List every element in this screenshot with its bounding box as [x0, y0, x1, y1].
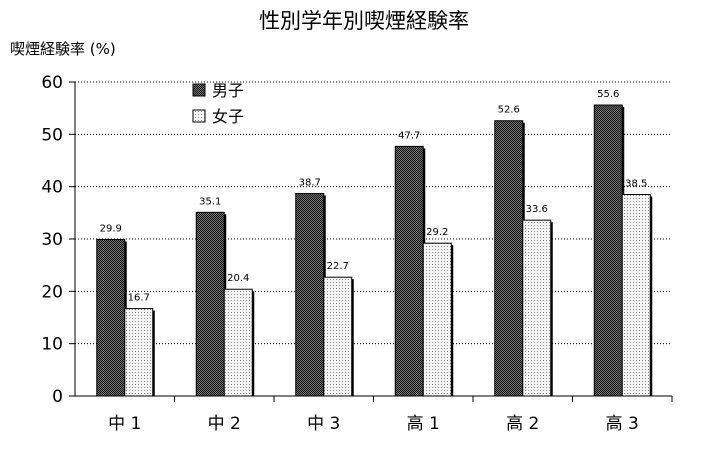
category-label: 中 3 — [307, 414, 340, 434]
legend-label: 女子 — [212, 107, 244, 126]
bar — [195, 211, 225, 397]
bar — [96, 239, 126, 397]
data-label: 22.7 — [327, 261, 349, 272]
y-axis-label: 喫煙経験率 (%) — [10, 40, 116, 58]
y-tick-label: 60 — [41, 73, 63, 93]
legend-swatch — [192, 109, 206, 123]
y-tick-label: 30 — [41, 230, 63, 250]
y-tick-label: 50 — [41, 125, 63, 145]
legend-label: 男子 — [212, 81, 244, 100]
data-label: 16.7 — [128, 293, 150, 304]
category-label: 中 2 — [208, 414, 241, 434]
y-tick-label: 10 — [41, 335, 63, 355]
y-tick-label: 20 — [41, 282, 63, 302]
category-label: 高 3 — [606, 414, 639, 434]
bar — [422, 242, 452, 397]
data-label: 29.2 — [426, 227, 448, 238]
bar — [621, 194, 651, 397]
data-label: 20.4 — [227, 273, 249, 284]
gridlines — [75, 81, 672, 345]
bar — [295, 192, 325, 397]
category-label: 高 1 — [407, 414, 440, 434]
data-labels: 29.9 16.7 35.1 20.4 38.7 22.7 47.7 29.2 52.6 33.6… — [100, 89, 648, 304]
bar — [522, 219, 552, 397]
bar — [124, 308, 154, 397]
data-label: 38.5 — [625, 179, 647, 190]
data-label: 55.6 — [597, 89, 619, 100]
axes: 0 10 20 30 40 50 60 中 1 中 2 中 3 高 1 高 2 高 3 — [41, 73, 673, 434]
chart-title: 性別学年別喫煙経験率 — [259, 9, 469, 33]
data-label: 29.9 — [100, 224, 122, 235]
category-label: 中 1 — [108, 414, 141, 434]
bar — [394, 145, 424, 397]
legend-swatch — [192, 83, 206, 97]
data-label: 47.7 — [398, 130, 420, 141]
y-tick-label: 40 — [41, 178, 63, 198]
data-label: 35.1 — [199, 196, 221, 207]
category-label: 高 2 — [506, 414, 539, 434]
y-tick-label: 0 — [52, 387, 63, 407]
data-label: 38.7 — [299, 177, 321, 188]
data-label: 33.6 — [526, 204, 548, 215]
bar — [593, 104, 623, 397]
data-label: 52.6 — [498, 105, 520, 116]
bar — [223, 288, 253, 397]
bar — [323, 276, 353, 397]
bar — [494, 120, 524, 397]
bars — [96, 104, 653, 397]
